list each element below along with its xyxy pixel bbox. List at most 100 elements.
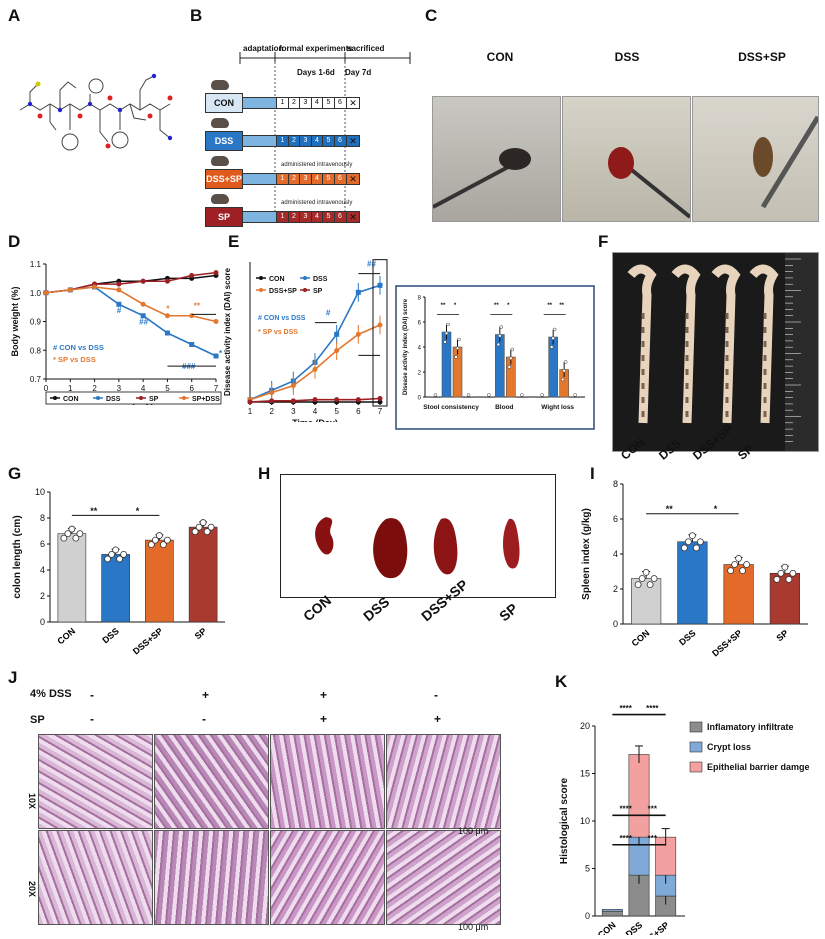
data-point <box>781 563 789 571</box>
data-point <box>195 523 203 531</box>
legend-marker <box>303 276 307 280</box>
data-point <box>777 569 785 577</box>
legend-marker <box>182 396 186 400</box>
data-point <box>67 287 73 293</box>
bar <box>463 396 474 398</box>
category-label: DSS <box>624 920 645 935</box>
x-tick-label: 5 <box>334 407 339 416</box>
day-cell: 5 <box>322 135 335 147</box>
data-point <box>573 393 577 397</box>
data-point <box>92 284 98 290</box>
bar <box>537 396 547 398</box>
histology-tile <box>386 830 501 925</box>
j-dss-sign: - <box>434 688 438 702</box>
stacked-segment <box>601 910 623 917</box>
data-point <box>735 554 743 562</box>
data-point <box>457 337 461 342</box>
j-sp-label: SP <box>30 714 45 726</box>
y-tick-label: 10 <box>580 816 590 826</box>
data-point <box>290 398 296 404</box>
data-point <box>727 567 735 575</box>
timeline-panel: adaptation formal experiments sacrificed… <box>205 22 425 227</box>
photo-spleen-h <box>280 474 556 598</box>
legend-label: DSS <box>106 396 121 403</box>
phase-adaptation: adaptation <box>243 44 284 53</box>
x-tick-label: 3 <box>291 407 296 416</box>
data-point <box>164 313 170 319</box>
day-cell: 2 <box>287 173 301 185</box>
data-point <box>443 340 447 344</box>
sig-e-1: # <box>326 309 331 318</box>
bar-con <box>57 533 87 623</box>
x-axis-label: Time (Day) <box>292 418 338 422</box>
bar-sp <box>188 526 218 623</box>
legend-label: CON <box>269 276 285 283</box>
data-point <box>743 561 751 568</box>
histology-tile <box>270 830 385 925</box>
bar <box>517 396 527 398</box>
day-cell: 6 <box>333 135 347 147</box>
sacrifice-cell: ✕ <box>346 97 360 109</box>
data-point <box>773 575 781 583</box>
sig-k: **** <box>619 805 632 814</box>
x-tick-label: 1 <box>248 407 253 416</box>
group-row-sp: SP 1 2 3 4 5 6 ✕ administered intravenously <box>205 194 425 230</box>
data-point <box>496 342 501 347</box>
y-tick-label: 0.8 <box>30 346 42 355</box>
data-point <box>43 290 49 296</box>
data-point <box>191 528 199 536</box>
panel-letter-c: C <box>425 6 438 25</box>
bar <box>570 396 580 398</box>
data-point <box>510 347 515 352</box>
x-tick-label: 3 <box>117 384 122 393</box>
y-tick-label: 0.7 <box>30 375 42 384</box>
y-axis-label: colon length (cm) <box>12 515 23 598</box>
data-point <box>680 544 688 552</box>
y-tick-label: 2 <box>613 584 618 594</box>
data-point <box>112 546 120 554</box>
data-point <box>60 534 68 542</box>
data-point <box>688 532 696 540</box>
x-tick-label: 4 <box>141 384 146 393</box>
panel-letter-j: J <box>8 668 18 687</box>
data-point <box>684 538 692 546</box>
data-point <box>552 327 557 332</box>
photo-colon-f <box>612 252 819 452</box>
sig-d-3: # <box>117 306 122 315</box>
c-label-con: CON <box>486 50 514 64</box>
data-point <box>269 398 275 404</box>
adaptation-bar <box>242 173 277 185</box>
y-tick-label: 15 <box>580 769 590 779</box>
colon-strip <box>749 264 779 424</box>
legend-label: SP <box>149 396 159 403</box>
data-point <box>207 523 215 531</box>
data-point <box>650 575 658 582</box>
x-tick-label: 4 <box>313 407 318 416</box>
sig-k: *** <box>648 834 658 843</box>
legend-label: CON <box>63 396 79 403</box>
panel-letter-g: G <box>8 464 22 483</box>
panel-letter-f: F <box>598 232 609 251</box>
data-point <box>163 536 171 544</box>
j-row-10x: 10X <box>27 792 38 810</box>
adaptation-bar <box>242 97 277 109</box>
data-point <box>377 396 383 401</box>
data-point <box>140 301 146 307</box>
y-tick-label: 0 <box>585 911 590 921</box>
j-dss-sign: - <box>90 688 94 702</box>
legend-d: CON DSS SP SP+DSS <box>45 391 222 405</box>
data-point <box>549 345 554 349</box>
sig-d-5: * <box>166 304 170 313</box>
sacrifice-cell: ✕ <box>346 211 360 223</box>
data-point <box>455 346 460 350</box>
category-label: CON <box>630 628 652 649</box>
j-sp-sign: - <box>90 712 94 726</box>
sacrifice-cell: ✕ <box>346 135 360 147</box>
data-point <box>634 581 642 589</box>
category-label: Blood <box>495 404 513 411</box>
y-tick-label: 0.9 <box>30 318 42 327</box>
bar <box>430 396 441 398</box>
day7-label: Day 7d <box>345 68 372 77</box>
sacrifice-cell: ✕ <box>346 173 360 185</box>
